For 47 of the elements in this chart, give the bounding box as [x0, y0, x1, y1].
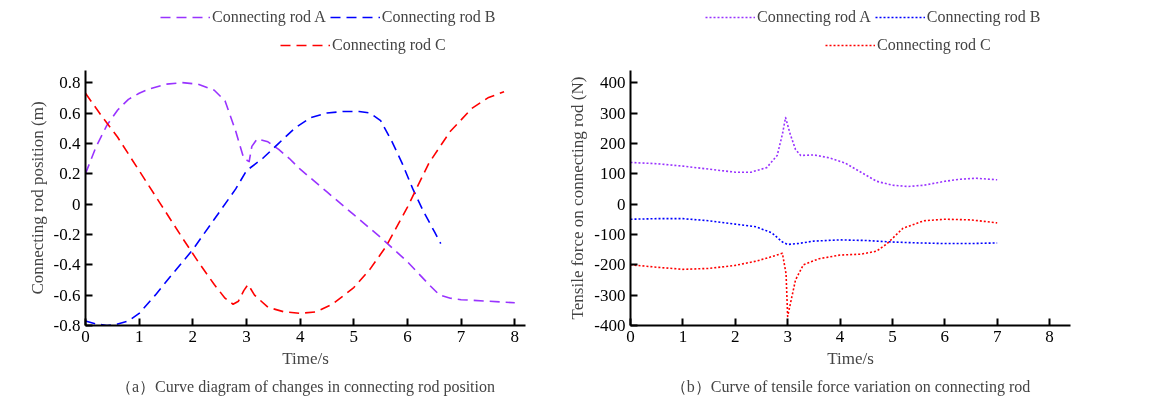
y-axis-title: Tensile force on connecting rod (N) — [568, 76, 588, 320]
y-tick-label: 0.8 — [59, 73, 81, 93]
x-tick-label: 6 — [940, 326, 950, 346]
y-tick-label: 0.4 — [59, 133, 81, 153]
text: （b）Curve of tensile force variation on connecting rod — [670, 377, 1031, 396]
legend-label: Connecting rod B — [926, 8, 1041, 26]
x-tick-label: 5 — [349, 326, 359, 346]
x-tick-label: 8 — [1045, 326, 1054, 346]
x-tick-label: 1 — [678, 326, 688, 346]
legend-label: Connecting rod A — [212, 8, 326, 26]
x-tick-label: 6 — [403, 326, 412, 346]
y-axis-title: Connecting rod position (m) — [27, 101, 47, 295]
x-tick-label: 3 — [242, 326, 251, 346]
legend-label: Connecting rod C — [877, 36, 991, 54]
x-tick-label: 4 — [835, 326, 845, 346]
x-tick-label: 1 — [134, 326, 144, 346]
x-axis-title: Time/s — [282, 348, 329, 368]
y-tick-label: 200 — [600, 133, 626, 153]
y-tick-label: 300 — [600, 103, 626, 123]
y-tick-label: 100 — [600, 164, 626, 184]
x-tick-label: 7 — [456, 326, 466, 346]
x-tick-label: 5 — [888, 326, 897, 346]
legend-label: Connecting rod C — [332, 36, 446, 54]
text: （a）Curve diagram of changes in connecting rod position — [115, 377, 496, 396]
x-tick-label: 3 — [783, 326, 792, 346]
x-tick-label: 2 — [731, 326, 740, 346]
y-tick-label: -200 — [594, 255, 626, 275]
line-series — [85, 110, 442, 326]
x-tick-label: 7 — [992, 326, 1002, 346]
y-tick-label: 0 — [617, 194, 626, 214]
y-tick-label: -0.2 — [53, 224, 81, 244]
x-tick-label: 8 — [510, 326, 520, 346]
y-tick-label: 400 — [600, 73, 626, 93]
y-tick-label: -400 — [594, 316, 626, 335]
y-tick-label: -0.4 — [53, 255, 81, 275]
y-tick-label: -300 — [594, 285, 626, 305]
y-tick-label: -0.6 — [53, 285, 81, 305]
legend-label: Connecting rod B — [381, 8, 496, 26]
legend-label: Connecting rod A — [757, 8, 871, 26]
y-tick-label: 0.2 — [59, 164, 81, 184]
y-tick-label: 0 — [72, 194, 81, 214]
x-tick-label: 4 — [295, 326, 305, 346]
x-tick-label: 2 — [188, 326, 198, 346]
y-tick-label: -0.8 — [53, 316, 81, 335]
x-axis-title: Time/s — [827, 348, 874, 368]
y-tick-label: -100 — [594, 224, 626, 244]
y-tick-label: 0.6 — [59, 103, 81, 123]
